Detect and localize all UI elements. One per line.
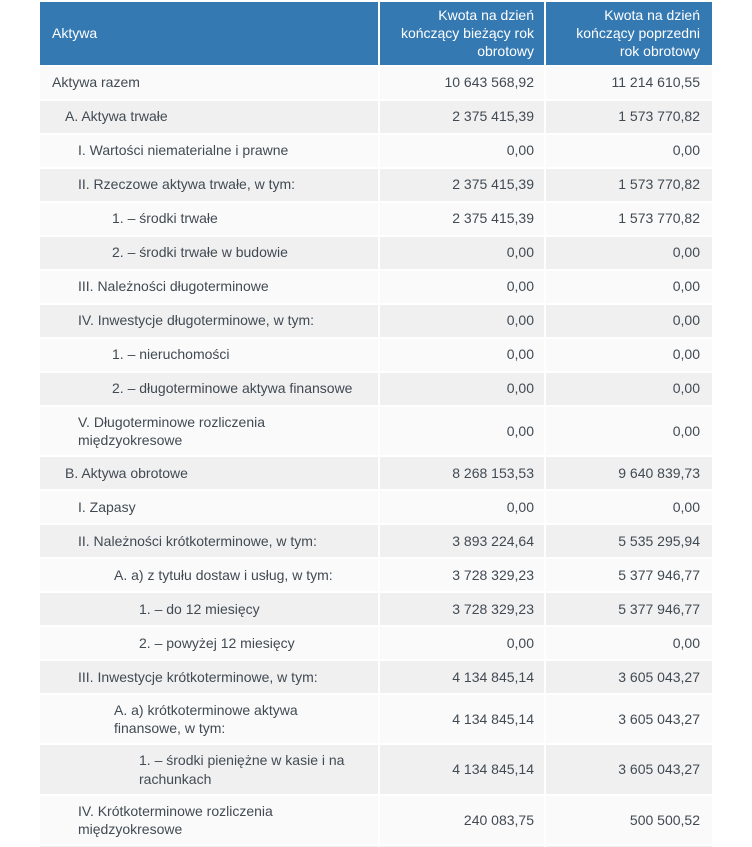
current-year-value: 3 893 224,64 — [380, 524, 544, 557]
previous-year-value: 0,00 — [546, 406, 712, 455]
table-header-row: Aktywa Kwota na dzień kończący bieżący r… — [40, 2, 712, 65]
current-year-value: 2 375 415,39 — [380, 202, 544, 235]
header-previous-year-amount: Kwota na dzień kończący poprzedni rok ob… — [546, 2, 712, 65]
current-year-value: 2 375 415,39 — [380, 100, 544, 133]
table-row: 2. – środki trwałe w budowie 0,00 0,00 — [40, 236, 712, 269]
table-row: III. Należności długoterminowe 0,00 0,00 — [40, 270, 712, 303]
previous-year-value: 0,00 — [546, 490, 712, 523]
row-label: 1. – do 12 miesięcy — [40, 592, 378, 625]
table-row: IV. Inwestycje długoterminowe, w tym: 0,… — [40, 304, 712, 337]
previous-year-value: 0,00 — [546, 236, 712, 269]
previous-year-value: 1 573 770,82 — [546, 168, 712, 201]
table-row: II. Należności krótkoterminowe, w tym: 3… — [40, 524, 712, 557]
row-label: 1. – środki pieniężne w kasie i na rachu… — [40, 745, 378, 794]
table-row: Aktywa razem 10 643 568,92 11 214 610,55 — [40, 66, 712, 99]
row-label: III. Inwestycje krótkoterminowe, w tym: — [40, 660, 378, 693]
previous-year-value: 1 573 770,82 — [546, 100, 712, 133]
previous-year-value: 0,00 — [546, 270, 712, 303]
table-row: 1. – środki pieniężne w kasie i na rachu… — [40, 745, 712, 794]
row-label: B. Aktywa obrotowe — [40, 456, 378, 489]
table-row: III. Inwestycje krótkoterminowe, w tym: … — [40, 660, 712, 693]
table-row: A. a) krótkoterminowe aktywa finansowe, … — [40, 694, 712, 744]
table-row: A. a) z tytułu dostaw i usług, w tym: 3 … — [40, 558, 712, 591]
row-label: 2. – powyżej 12 miesięcy — [40, 626, 378, 659]
table-row: A. Aktywa trwałe 2 375 415,39 1 573 770,… — [40, 100, 712, 133]
current-year-value: 240 083,75 — [380, 795, 544, 845]
table-row: B. Aktywa obrotowe 8 268 153,53 9 640 83… — [40, 456, 712, 489]
previous-year-value: 1 573 770,82 — [546, 202, 712, 235]
previous-year-value: 11 214 610,55 — [546, 66, 712, 99]
row-label: 1. – środki trwałe — [40, 202, 378, 235]
header-aktywa: Aktywa — [40, 2, 378, 65]
current-year-value: 4 134 845,14 — [380, 660, 544, 693]
assets-table: Aktywa Kwota na dzień kończący bieżący r… — [40, 2, 712, 847]
current-year-value: 0,00 — [380, 406, 544, 455]
row-label: III. Należności długoterminowe — [40, 270, 378, 303]
previous-year-value: 3 605 043,27 — [546, 694, 712, 744]
current-year-value: 0,00 — [380, 304, 544, 337]
previous-year-value: 3 605 043,27 — [546, 660, 712, 693]
row-label: 1. – nieruchomości — [40, 338, 378, 371]
table-row: 1. – do 12 miesięcy 3 728 329,23 5 377 9… — [40, 592, 712, 625]
previous-year-value: 9 640 839,73 — [546, 456, 712, 489]
previous-year-value: 500 500,52 — [546, 795, 712, 845]
table-row: 1. – nieruchomości 0,00 0,00 — [40, 338, 712, 371]
row-label: A. a) krótkoterminowe aktywa finansowe, … — [40, 694, 378, 744]
previous-year-value: 0,00 — [546, 304, 712, 337]
row-label: I. Zapasy — [40, 490, 378, 523]
row-label: 2. – długoterminowe aktywa finansowe — [40, 372, 378, 405]
current-year-value: 3 728 329,23 — [380, 558, 544, 591]
previous-year-value: 0,00 — [546, 626, 712, 659]
previous-year-value: 5 377 946,77 — [546, 592, 712, 625]
row-label: I. Wartości niematerialne i prawne — [40, 134, 378, 167]
table-row: 2. – powyżej 12 miesięcy 0,00 0,00 — [40, 626, 712, 659]
current-year-value: 0,00 — [380, 626, 544, 659]
row-label: IV. Inwestycje długoterminowe, w tym: — [40, 304, 378, 337]
current-year-value: 3 728 329,23 — [380, 592, 544, 625]
table-row: 2. – długoterminowe aktywa finansowe 0,0… — [40, 372, 712, 405]
row-label: A. a) z tytułu dostaw i usług, w tym: — [40, 558, 378, 591]
table-row: V. Długoterminowe rozliczenia międzyokre… — [40, 406, 712, 455]
previous-year-value: 5 535 295,94 — [546, 524, 712, 557]
current-year-value: 0,00 — [380, 490, 544, 523]
row-label: Aktywa razem — [40, 66, 378, 99]
row-label: A. Aktywa trwałe — [40, 100, 378, 133]
table-row: I. Wartości niematerialne i prawne 0,00 … — [40, 134, 712, 167]
current-year-value: 0,00 — [380, 270, 544, 303]
header-current-year-amount: Kwota na dzień kończący bieżący rok obro… — [380, 2, 544, 65]
current-year-value: 0,00 — [380, 236, 544, 269]
row-label: IV. Krótkoterminowe rozliczenia międzyok… — [40, 795, 378, 845]
previous-year-value: 5 377 946,77 — [546, 558, 712, 591]
table-body: Aktywa razem 10 643 568,92 11 214 610,55… — [40, 66, 712, 847]
previous-year-value: 3 605 043,27 — [546, 745, 712, 794]
table-row: 1. – środki trwałe 2 375 415,39 1 573 77… — [40, 202, 712, 235]
table-row: IV. Krótkoterminowe rozliczenia międzyok… — [40, 795, 712, 845]
current-year-value: 0,00 — [380, 338, 544, 371]
current-year-value: 4 134 845,14 — [380, 694, 544, 744]
current-year-value: 10 643 568,92 — [380, 66, 544, 99]
table-row: II. Rzeczowe aktywa trwałe, w tym: 2 375… — [40, 168, 712, 201]
current-year-value: 0,00 — [380, 134, 544, 167]
previous-year-value: 0,00 — [546, 134, 712, 167]
current-year-value: 2 375 415,39 — [380, 168, 544, 201]
current-year-value: 8 268 153,53 — [380, 456, 544, 489]
row-label: II. Rzeczowe aktywa trwałe, w tym: — [40, 168, 378, 201]
table-row: I. Zapasy 0,00 0,00 — [40, 490, 712, 523]
row-label: V. Długoterminowe rozliczenia międzyokre… — [40, 406, 378, 455]
row-label: II. Należności krótkoterminowe, w tym: — [40, 524, 378, 557]
current-year-value: 4 134 845,14 — [380, 745, 544, 794]
previous-year-value: 0,00 — [546, 372, 712, 405]
current-year-value: 0,00 — [380, 372, 544, 405]
row-label: 2. – środki trwałe w budowie — [40, 236, 378, 269]
previous-year-value: 0,00 — [546, 338, 712, 371]
